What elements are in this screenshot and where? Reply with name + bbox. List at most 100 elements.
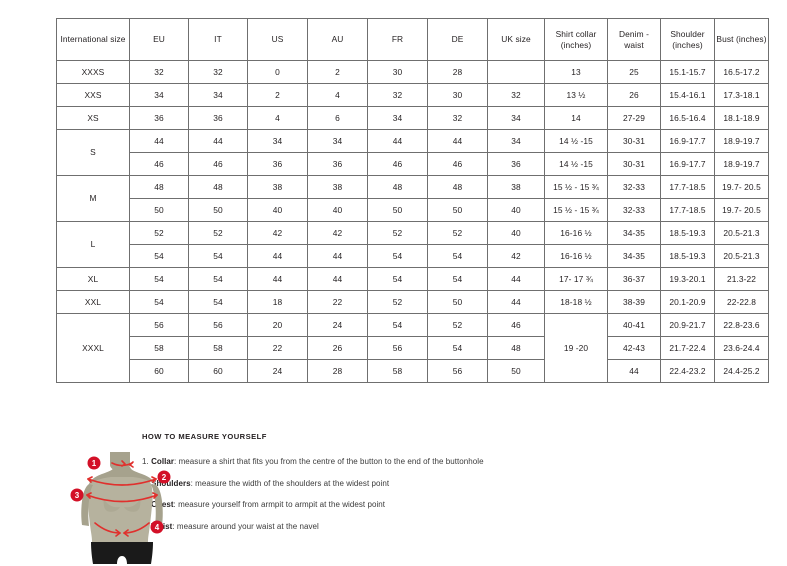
cell-denim-waist: 25 — [607, 60, 661, 84]
cell-shirt-collar: 13 ½ — [544, 83, 608, 107]
cell-bust: 21.3-22 — [714, 267, 769, 291]
marker-3-circle — [70, 488, 84, 502]
table-row: XXXS 32 32 0 2 30 28 13 25 15.1-15.7 16.5-17.2 — [56, 60, 769, 84]
cell-de: 56 — [427, 359, 488, 383]
cell-au: 34 — [307, 129, 368, 153]
cell-shirt-collar: 15 ½ - 15 ¾ — [544, 175, 608, 199]
cell-fr: 54 — [367, 267, 428, 291]
marker-3-label: 3 — [75, 491, 80, 500]
figure-chest-left — [103, 499, 120, 512]
measure-item-text: : measure a shirt that fits you from the… — [174, 457, 484, 466]
cell-shoulder: 16.9-17.7 — [660, 129, 715, 153]
table-row: M 48 48 38 38 48 48 38 15 ½ - 15 ¾ 32-33 17.7-18.5… — [56, 175, 769, 222]
cell-au: 6 — [307, 106, 368, 130]
cell-shirt-collar: 16-16 ½ — [544, 221, 608, 245]
cell-uk-size: 32 — [487, 83, 545, 107]
cell-it: 50 — [188, 198, 248, 222]
cell-shirt-collar: 18-18 ½ — [544, 290, 608, 314]
figure-arm-right — [151, 484, 163, 526]
cell-shoulder: 18.5-19.3 — [660, 244, 715, 268]
table-row: XS 36 36 4 6 34 32 34 14 27-29 16.5-16.4 18.1-18.9 — [56, 106, 769, 130]
cell-uk-size: 44 — [487, 290, 545, 314]
cell-eu: 52 — [129, 221, 189, 245]
cell-it: 56 — [188, 313, 248, 337]
how-to-measure-title: HOW TO MEASURE YOURSELF — [142, 432, 267, 441]
cell-uk-size: 36 — [487, 152, 545, 176]
column-header-denim-waist: Denim - waist — [607, 18, 661, 61]
cell-au: 42 — [307, 221, 368, 245]
cell-eu: 56 — [129, 313, 189, 337]
cell-uk-size: 48 — [487, 336, 545, 360]
cell-shoulder: 18.5-19.3 — [660, 221, 715, 245]
column-header-au: AU — [307, 18, 368, 61]
cell-denim-waist: 34-35 — [607, 244, 661, 268]
cell-uk-size: 34 — [487, 129, 545, 153]
cell-au: 26 — [307, 336, 368, 360]
cell-fr: 52 — [367, 221, 428, 245]
cell-it: 54 — [188, 244, 248, 268]
cell-bust: 17.3-18.1 — [714, 83, 769, 107]
cell-uk-size: 46 — [487, 313, 545, 337]
table-header-row: International size EU IT US AU FR DE UK … — [56, 18, 769, 61]
cell-us: 4 — [247, 106, 308, 130]
marker-2: 2 — [157, 470, 171, 484]
cell-au: 28 — [307, 359, 368, 383]
cell-eu: 58 — [129, 336, 189, 360]
cell-bust: 20.5-21.3 — [714, 221, 769, 245]
cell-uk-size: 38 — [487, 175, 545, 199]
cell-au: 24 — [307, 313, 368, 337]
measure-instruction-item: 3. Chest: measure yourself from armpit t… — [142, 500, 782, 509]
cell-us: 42 — [247, 221, 308, 245]
table-row: XXS 34 34 2 4 32 30 32 13 ½ 26 15.4-16.1 17.3-18.1 — [56, 83, 769, 107]
cell-fr: 56 — [367, 336, 428, 360]
cell-fr: 50 — [367, 198, 428, 222]
table-body: XXXS 32 32 0 2 30 28 13 25 15.1-15.7 16.5-17.2 XXS 3… — [56, 60, 769, 383]
cell-international-size: XXS — [56, 83, 130, 107]
cell-eu: 36 — [129, 106, 189, 130]
cell-international-size: XXL — [56, 290, 130, 314]
cell-de: 54 — [427, 267, 488, 291]
figure-chest-right — [124, 499, 141, 512]
table-header: International size EU IT US AU FR DE UK … — [56, 18, 769, 61]
cell-shirt-collar: 14 — [544, 106, 608, 130]
cell-denim-waist: 34-35 — [607, 221, 661, 245]
table-row: XXL 54 54 18 22 52 50 44 18-18 ½ 38-39 20.1-20.9 22… — [56, 290, 769, 314]
measure-item-term: Shoulders — [151, 478, 191, 488]
marker-1-circle — [87, 456, 101, 470]
cell-shirt-collar: 19 -20 — [544, 313, 608, 383]
cell-it: 54 — [188, 267, 248, 291]
cell-us: 2 — [247, 83, 308, 107]
table-row: L 52 52 42 42 52 52 40 16-16 ½ 34-35 18.5-19.3 20.5… — [56, 221, 769, 268]
cell-shirt-collar: 17- 17 ¾ — [544, 267, 608, 291]
cell-fr: 54 — [367, 313, 428, 337]
column-header-it: IT — [188, 18, 248, 61]
cell-uk-size — [487, 60, 545, 84]
figure-shoulder-shade — [89, 467, 155, 484]
table-row: XXXL 56 56 20 24 54 52 46 19 -20 40-41 20.9-21.7 22… — [56, 313, 769, 383]
cell-denim-waist: 30-31 — [607, 152, 661, 176]
measurement-diagram: 1 2 3 4 — [62, 443, 182, 566]
measure-instruction-item: 1. Collar: measure a shirt that fits you… — [142, 457, 782, 466]
table-row: 46 46 36 36 46 46 36 14 ½ -15 30-31 16.9-17.7 18.9… — [57, 152, 769, 176]
cell-shirt-collar: 14 ½ -15 — [544, 152, 608, 176]
cell-de: 52 — [427, 221, 488, 245]
cell-au: 38 — [307, 175, 368, 199]
cell-shirt-collar: 14 ½ -15 — [544, 129, 608, 153]
cell-de: 30 — [427, 83, 488, 107]
cell-uk-size: 34 — [487, 106, 545, 130]
column-header-shirt-collar: Shirt collar (inches) — [544, 18, 608, 61]
cell-bust: 18.1-18.9 — [714, 106, 769, 130]
cell-fr: 58 — [367, 359, 428, 383]
cell-us: 44 — [247, 267, 308, 291]
cell-international-size: XXXL — [56, 313, 130, 383]
cell-de: 50 — [427, 290, 488, 314]
cell-us: 38 — [247, 175, 308, 199]
cell-bust: 18.9-19.7 — [714, 129, 769, 153]
marker-2-circle — [157, 470, 171, 484]
cell-international-size: XL — [56, 267, 130, 291]
cell-it: 48 — [188, 175, 248, 199]
cell-de: 54 — [427, 244, 488, 268]
cell-shoulder: 20.9-21.7 — [660, 313, 715, 337]
table-row: S 44 44 34 34 44 44 34 14 ½ -15 30-31 16.9-17.7 18.… — [56, 129, 769, 176]
cell-fr: 52 — [367, 290, 428, 314]
